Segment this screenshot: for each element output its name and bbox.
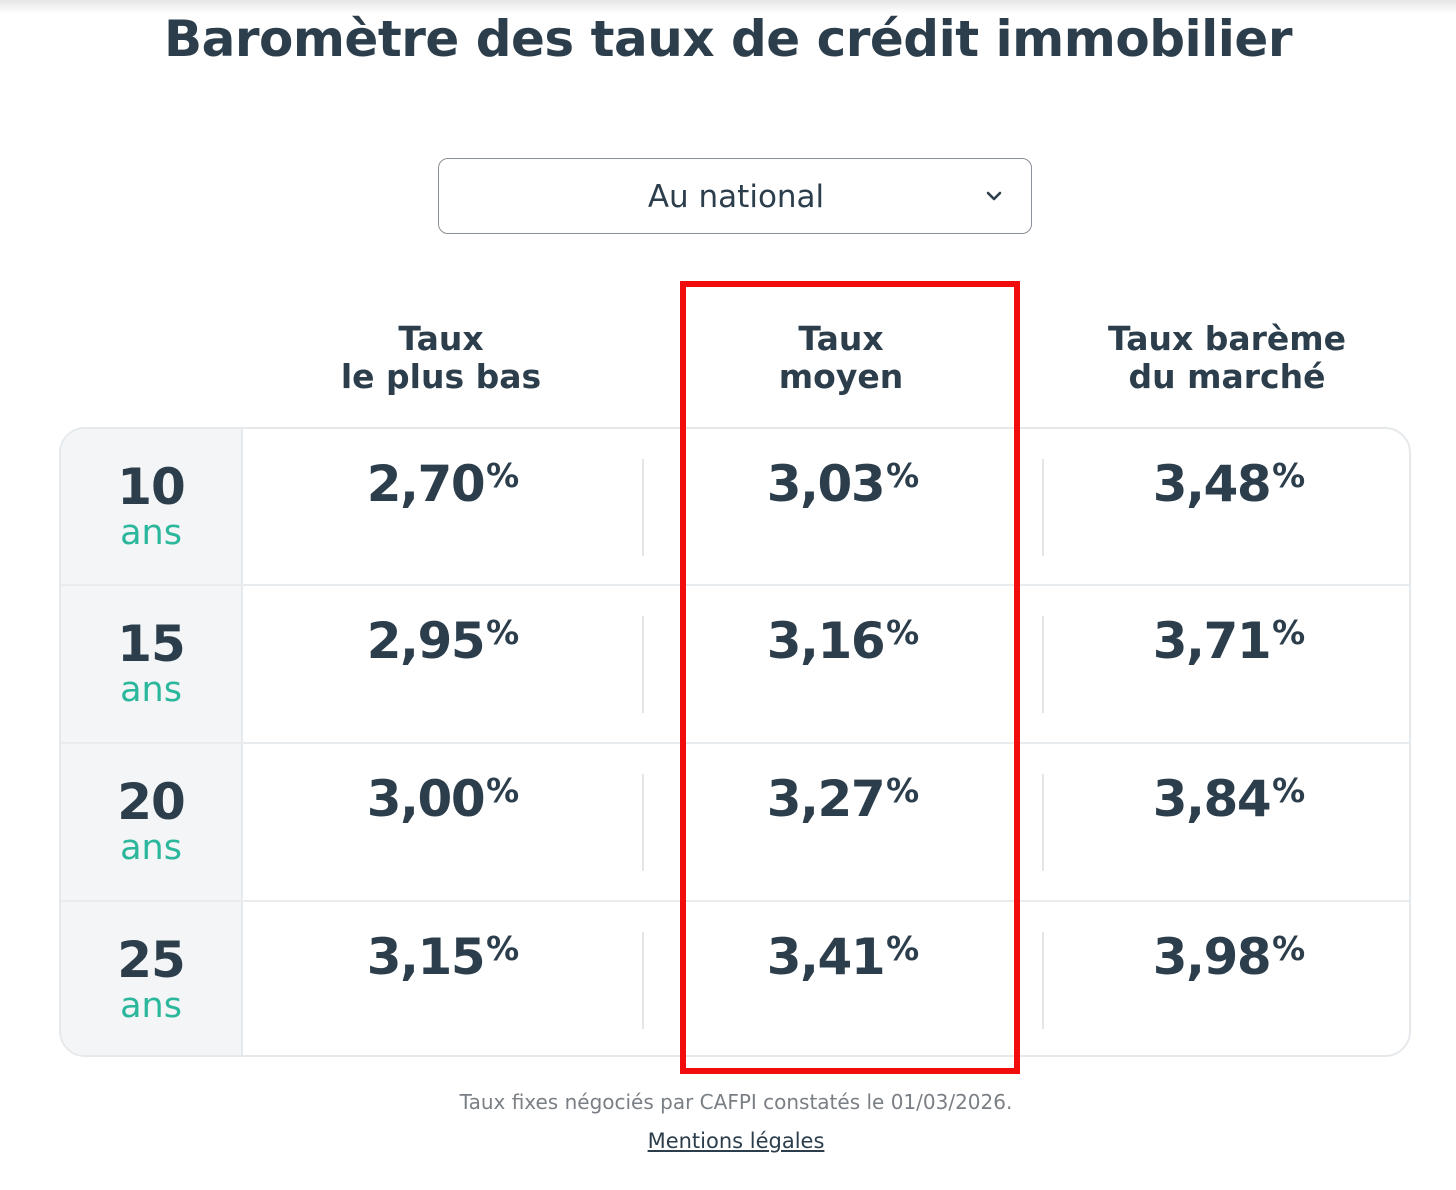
rate-market-10: 3,48% — [1029, 455, 1409, 513]
row-divider — [61, 742, 1409, 744]
rate-value: 3,00 — [366, 770, 486, 828]
rate-market-15: 3,71% — [1029, 612, 1409, 670]
column-header-market-rate: Taux barème du marché — [1027, 320, 1427, 396]
rate-value: 2,70 — [366, 455, 486, 513]
percent-sign: % — [886, 456, 920, 495]
rate-value: 3,98 — [1152, 928, 1272, 986]
region-select[interactable]: Au national — [438, 158, 1032, 234]
rate-lowest-10: 2,70% — [243, 455, 643, 513]
column-divider — [1042, 932, 1044, 1029]
duration-20: 20 ans — [61, 776, 241, 868]
rate-average-20: 3,27% — [643, 770, 1043, 828]
rate-value: 3,27 — [766, 770, 886, 828]
column-divider — [642, 459, 644, 556]
column-divider — [642, 616, 644, 713]
rate-value: 3,84 — [1152, 770, 1272, 828]
percent-sign: % — [486, 456, 520, 495]
column-header-line: le plus bas — [340, 357, 542, 396]
rate-average-10: 3,03% — [643, 455, 1043, 513]
column-divider — [642, 932, 644, 1029]
percent-sign: % — [886, 771, 920, 810]
rate-value: 3,71 — [1152, 612, 1272, 670]
duration-15: 15 ans — [61, 618, 241, 710]
rate-value: 3,03 — [766, 455, 886, 513]
percent-sign: % — [886, 929, 920, 968]
column-divider — [642, 774, 644, 871]
duration-years: 25 — [117, 931, 186, 989]
duration-10: 10 ans — [61, 461, 241, 553]
percent-sign: % — [1272, 456, 1306, 495]
rate-value: 2,95 — [366, 612, 486, 670]
percent-sign: % — [486, 929, 520, 968]
column-header-line: du marché — [1128, 357, 1326, 396]
top-shadow — [0, 0, 1456, 14]
rate-average-15: 3,16% — [643, 612, 1043, 670]
duration-unit: ans — [120, 828, 182, 868]
row-divider — [61, 584, 1409, 586]
rate-value: 3,41 — [766, 928, 886, 986]
percent-sign: % — [486, 613, 520, 652]
rate-lowest-20: 3,00% — [243, 770, 643, 828]
column-divider — [1042, 616, 1044, 713]
rates-footnote: Taux fixes négociés par CAFPI constatés … — [459, 1090, 1013, 1114]
percent-sign: % — [886, 613, 920, 652]
column-divider — [1042, 774, 1044, 871]
percent-sign: % — [1272, 771, 1306, 810]
percent-sign: % — [486, 771, 520, 810]
duration-years: 20 — [117, 773, 186, 831]
rate-lowest-25: 3,15% — [243, 928, 643, 986]
duration-unit: ans — [120, 670, 182, 710]
column-header-line: Taux — [398, 319, 484, 358]
row-divider — [61, 900, 1409, 902]
rate-average-25: 3,41% — [643, 928, 1043, 986]
rate-value: 3,15 — [366, 928, 486, 986]
legal-notice-link[interactable]: Mentions légales — [647, 1129, 825, 1153]
page-title: Baromètre des taux de crédit immobilier — [163, 10, 1293, 68]
region-select-value: Au national — [647, 179, 825, 215]
duration-unit: ans — [120, 986, 182, 1026]
column-divider — [1042, 459, 1044, 556]
duration-years: 10 — [117, 458, 186, 516]
rate-market-20: 3,84% — [1029, 770, 1409, 828]
column-header-line: Taux barème — [1107, 319, 1347, 358]
duration-25: 25 ans — [61, 934, 241, 1026]
column-header-line: Taux — [798, 319, 884, 358]
column-header-lowest-rate: Taux le plus bas — [241, 320, 641, 396]
percent-sign: % — [1272, 613, 1306, 652]
column-header-line: moyen — [778, 357, 904, 396]
rates-table: 10 ans 2,70% 3,03% 3,48% 15 ans 2,95% 3,… — [59, 427, 1411, 1057]
rate-value: 3,48 — [1152, 455, 1272, 513]
percent-sign: % — [1272, 929, 1306, 968]
duration-years: 15 — [117, 615, 186, 673]
column-header-average-rate: Taux moyen — [641, 320, 1041, 396]
rate-lowest-15: 2,95% — [243, 612, 643, 670]
rate-market-25: 3,98% — [1029, 928, 1409, 986]
chevron-down-icon — [986, 191, 1002, 201]
duration-unit: ans — [120, 513, 182, 553]
rate-value: 3,16 — [766, 612, 886, 670]
